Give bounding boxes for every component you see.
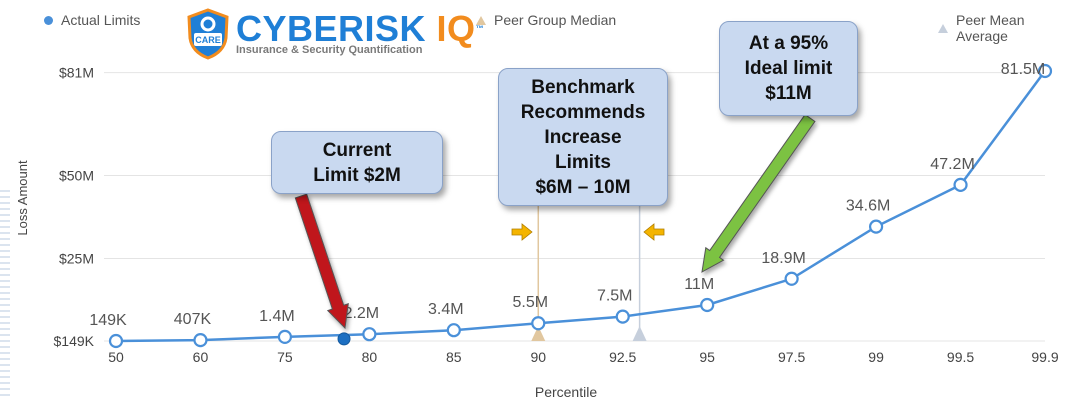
data-label: 1.4M <box>259 308 295 325</box>
data-label: 18.9M <box>761 250 805 267</box>
legend-median-label: Peer Group Median <box>494 12 617 28</box>
y-tick-label: $149K <box>54 333 95 349</box>
legend-actual-label: Actual Limits <box>61 12 141 28</box>
data-label: 81.5M <box>1001 61 1045 78</box>
x-tick-label: 60 <box>193 349 209 365</box>
x-tick-label: 75 <box>277 349 293 365</box>
peer-median-marker <box>531 326 546 341</box>
x-tick-label: 99 <box>868 349 884 365</box>
series-line <box>115 70 1047 343</box>
x-tick-label: 50 <box>108 349 124 365</box>
data-point <box>1037 63 1053 79</box>
current-limit-arrow <box>294 193 349 330</box>
data-label: 34.6M <box>846 198 890 215</box>
data-point <box>531 316 546 331</box>
legend-circle-icon <box>44 15 53 25</box>
x-tick-label: 97.5 <box>778 349 805 365</box>
legend-actual-limits[interactable]: Actual Limits <box>44 12 140 28</box>
ideal-limit-callout: At a 95% Ideal limit $11M <box>719 21 858 116</box>
x-tick-label: 92.5 <box>609 349 636 365</box>
logo: CARE CYBERISK IQ™ Insurance & Security Q… <box>186 8 484 60</box>
x-axis-label: Percentile <box>535 384 597 400</box>
data-point <box>700 297 715 313</box>
y-tick-label: $25M <box>59 251 94 267</box>
data-point <box>868 219 884 234</box>
data-point <box>784 271 799 286</box>
x-tick-label: 85 <box>446 349 462 365</box>
legend-triangle-icon <box>476 15 486 25</box>
ideal-limit-arrow <box>701 113 816 273</box>
x-tick-label: 95 <box>699 349 715 365</box>
y-tick-label: $50M <box>59 168 94 184</box>
data-point <box>193 333 208 348</box>
benchmark-callout: Benchmark Recommends Increase Limits $6M… <box>498 68 668 206</box>
logo-title: CYBERISK IQ™ <box>236 11 485 47</box>
x-tick-label: 99.9 <box>1031 349 1058 365</box>
logo-name-accent: IQ <box>436 8 476 49</box>
y-tick-label: $81M <box>59 65 94 81</box>
x-tick-label: 80 <box>362 349 378 365</box>
x-tick-label: 90 <box>530 349 546 365</box>
logo-subtitle: Insurance & Security Quantification <box>236 44 423 56</box>
data-label: 47.2M <box>930 156 974 173</box>
side-decoration <box>0 190 10 400</box>
data-label: 3.4M <box>428 301 464 318</box>
median-pointer-arrow <box>511 223 533 241</box>
current-limit-callout: Current Limit $2M <box>271 131 443 194</box>
data-label: 2.2M <box>344 305 380 322</box>
logo-name-main: CYBERISK <box>236 8 427 49</box>
data-label: 7.5M <box>597 288 633 305</box>
data-label: 149K <box>89 312 127 329</box>
data-point <box>953 177 968 192</box>
data-point <box>362 327 377 342</box>
data-point <box>615 309 630 324</box>
data-label: 5.5M <box>512 294 548 311</box>
data-label: 407K <box>174 311 212 328</box>
legend-triangle-icon <box>938 23 948 33</box>
data-point <box>446 323 461 338</box>
mean-pointer-arrow <box>643 223 665 241</box>
logo-badge-text: CARE <box>195 35 221 45</box>
legend-mean-label: Peer Mean Average <box>956 12 1025 44</box>
logo-trademark: ™ <box>475 24 485 33</box>
legend-peer-mean[interactable]: Peer Mean Average <box>938 12 1077 44</box>
legend-peer-median[interactable]: Peer Group Median <box>476 12 616 28</box>
data-label: 11M <box>684 276 714 293</box>
current-limit-point <box>337 332 351 346</box>
peer-mean-marker <box>632 326 647 341</box>
y-axis-label: Loss Amount <box>15 160 30 236</box>
shield-logo-icon: CARE <box>187 8 229 60</box>
x-tick-label: 99.5 <box>947 349 974 365</box>
data-point <box>108 333 124 349</box>
data-point <box>277 329 293 344</box>
